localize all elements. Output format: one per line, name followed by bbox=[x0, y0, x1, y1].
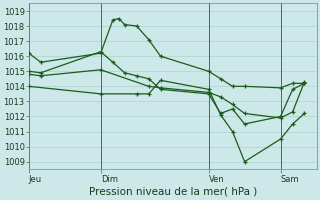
X-axis label: Pression niveau de la mer( hPa ): Pression niveau de la mer( hPa ) bbox=[89, 187, 257, 197]
